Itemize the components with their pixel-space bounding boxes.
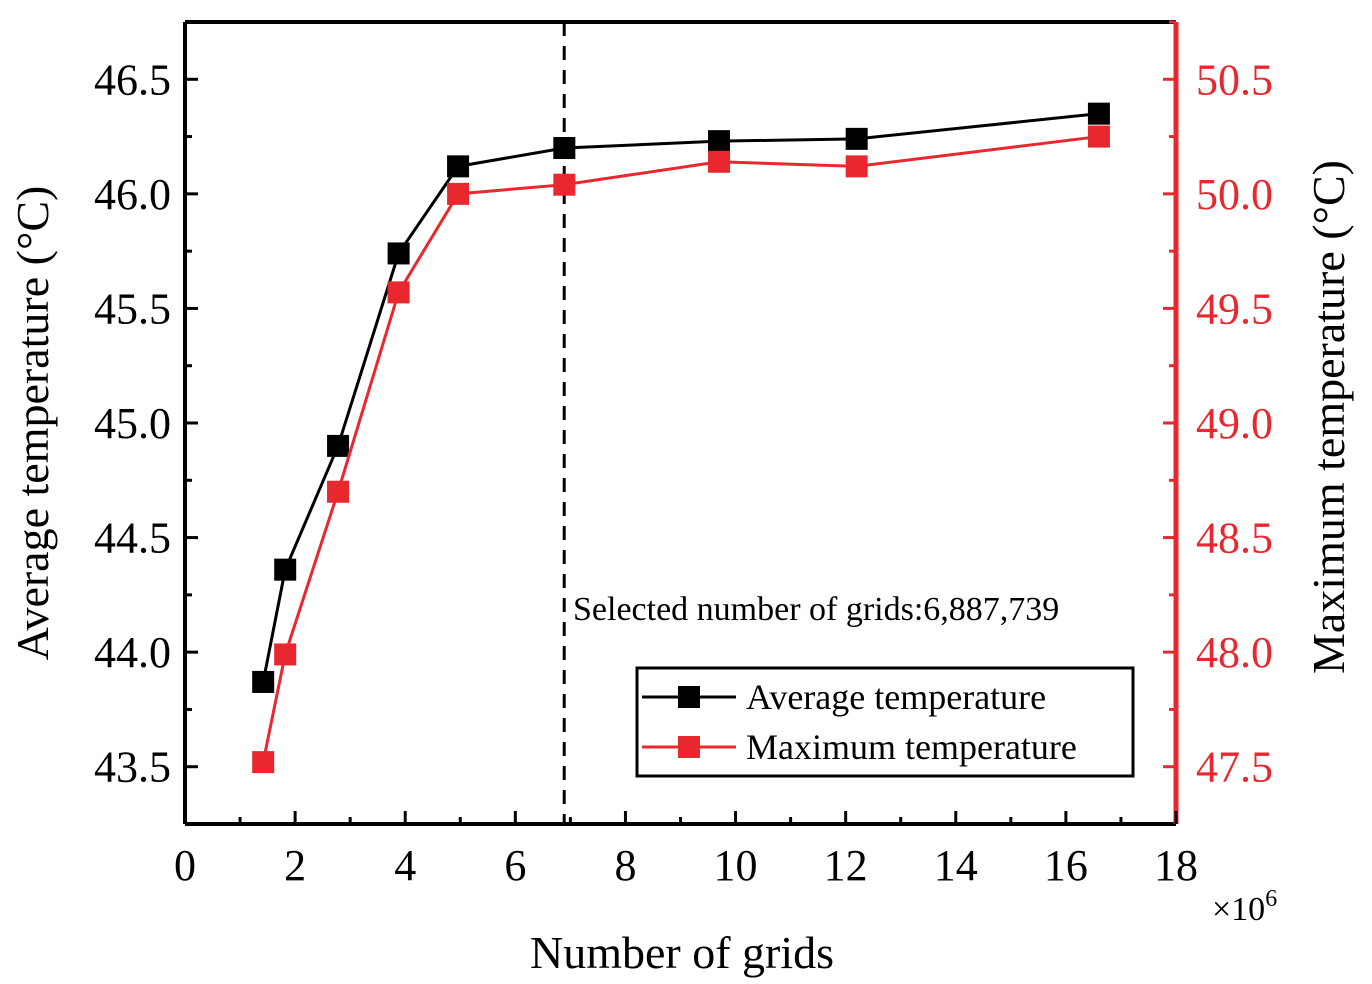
data-point-maximum xyxy=(387,281,410,304)
x-axis-ticks: 0 2 4 6 8 10 12 14 16 18 xyxy=(174,811,1198,890)
legend-marker-average xyxy=(678,686,700,708)
x-tick-label: 2 xyxy=(284,841,306,890)
y-axis-right-ticks: 47.5 48.0 48.5 49.0 49.5 50.0 50.5 xyxy=(1163,20,1273,792)
data-point-average xyxy=(447,155,470,178)
data-point-average xyxy=(387,242,410,265)
data-point-maximum xyxy=(252,751,275,774)
data-point-maximum xyxy=(708,150,731,173)
x-tick-label: 18 xyxy=(1154,841,1198,890)
x-tick-label: 10 xyxy=(714,841,758,890)
y-left-tick-label: 44.5 xyxy=(94,514,171,563)
data-point-maximum xyxy=(1087,125,1110,148)
y-right-tick-label: 50.5 xyxy=(1196,55,1273,104)
x-axis-title: Number of grids xyxy=(530,927,834,978)
data-point-average xyxy=(274,558,297,581)
data-point-maximum xyxy=(553,173,576,196)
y-left-tick-label: 46.0 xyxy=(94,170,171,219)
x-tick-label: 6 xyxy=(504,841,526,890)
y-right-tick-label: 48.0 xyxy=(1196,628,1273,677)
x-tick-label: 4 xyxy=(394,841,416,890)
y-axis-left-title: Average temperature (°C) xyxy=(7,186,58,661)
data-point-average xyxy=(252,670,275,693)
y-right-tick-label: 47.5 xyxy=(1196,743,1273,792)
x-tick-label: 16 xyxy=(1044,841,1088,890)
legend-label-maximum: Maximum temperature xyxy=(746,727,1077,767)
legend-label-average: Average temperature xyxy=(746,677,1046,717)
data-point-average xyxy=(708,130,731,153)
y-right-tick-label: 49.0 xyxy=(1196,399,1273,448)
selected-grid-annotation: Selected number of grids:6,887,739 xyxy=(573,591,1059,628)
data-point-maximum xyxy=(327,480,350,503)
x-multiplier-base: ×10 xyxy=(1212,891,1265,928)
y-right-tick-label: 48.5 xyxy=(1196,514,1273,563)
data-point-maximum xyxy=(447,182,470,205)
x-multiplier-exponent: 6 xyxy=(1265,886,1277,912)
y-axis-left-ticks: 43.5 44.0 44.5 45.0 45.5 46.0 46.5 xyxy=(94,20,198,792)
y-left-tick-label: 45.0 xyxy=(94,399,171,448)
data-point-maximum xyxy=(274,643,297,666)
y-left-tick-label: 45.5 xyxy=(94,284,171,333)
x-axis-multiplier: ×106 xyxy=(1212,886,1277,928)
legend: Average temperature Maximum temperature xyxy=(635,666,1135,778)
y-right-tick-label: 49.5 xyxy=(1196,284,1273,333)
data-point-average xyxy=(553,137,576,160)
data-point-average xyxy=(1087,102,1110,125)
data-point-maximum xyxy=(845,155,868,178)
data-point-average xyxy=(327,434,350,457)
series-layer xyxy=(252,102,1110,774)
x-tick-label: 14 xyxy=(934,841,978,890)
y-right-tick-label: 50.0 xyxy=(1196,170,1273,219)
data-point-average xyxy=(845,127,868,150)
y-left-tick-label: 43.5 xyxy=(94,743,171,792)
y-left-tick-label: 46.5 xyxy=(94,55,171,104)
legend-box xyxy=(635,666,1135,778)
x-tick-label: 8 xyxy=(614,841,636,890)
y-left-tick-label: 44.0 xyxy=(94,628,171,677)
y-axis-right-title: Maximum temperature (°C) xyxy=(1303,160,1354,674)
x-tick-label: 0 xyxy=(174,841,196,890)
legend-marker-maximum xyxy=(678,736,700,758)
x-tick-label: 12 xyxy=(824,841,868,890)
